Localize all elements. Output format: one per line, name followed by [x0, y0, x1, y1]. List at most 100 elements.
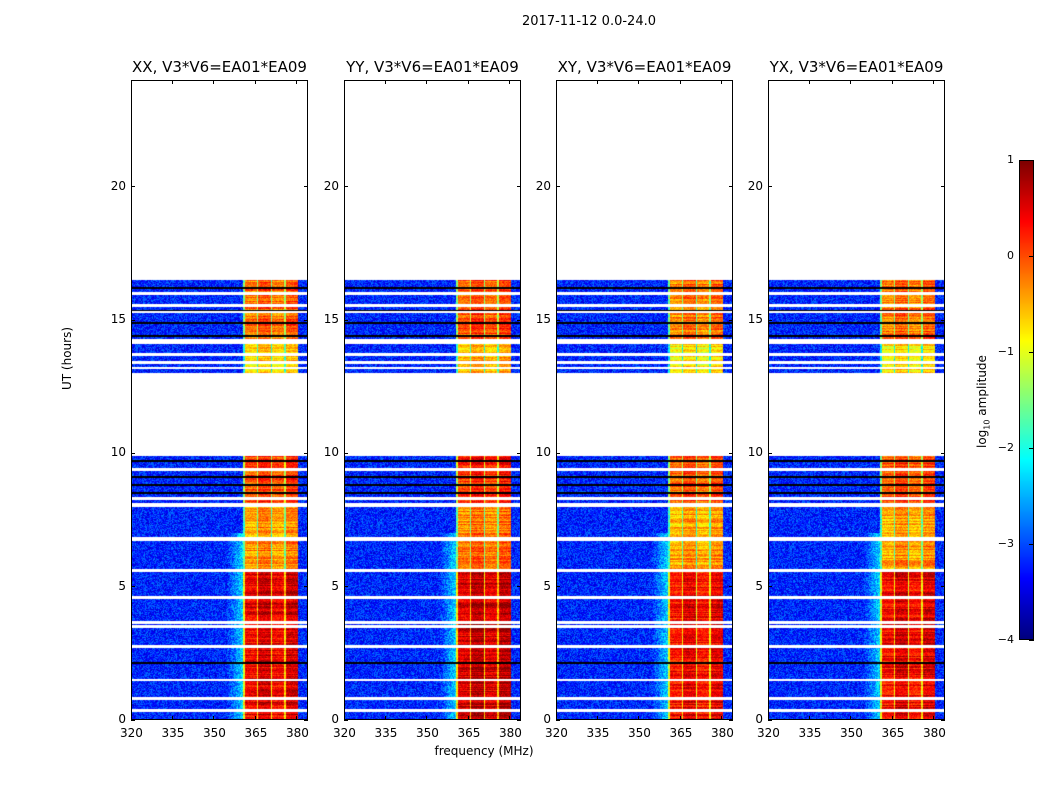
colorbar-tick-label: −3	[997, 537, 1014, 550]
y-tick-mark	[729, 452, 733, 454]
x-tick-mark	[213, 716, 215, 720]
y-tick-label: 20	[323, 178, 339, 193]
y-tick-label: 10	[110, 445, 126, 460]
x-tick-label: 365	[881, 726, 905, 740]
y-axis-label: UT (hours)	[60, 326, 74, 390]
y-tick-mark	[729, 586, 733, 588]
x-tick-mark	[721, 716, 723, 720]
y-tick-label: 15	[747, 312, 763, 326]
panel-title: YY, V3*V6=EA01*EA09	[346, 58, 519, 76]
y-tick-mark	[131, 186, 135, 188]
y-tick-mark	[941, 586, 945, 588]
y-tick-label: 10	[747, 445, 763, 460]
y-tick-mark	[556, 186, 560, 188]
y-tick-label: 20	[535, 178, 551, 193]
x-tick-mark	[426, 716, 428, 720]
y-tick-label: 0	[755, 712, 763, 726]
x-tick-mark	[767, 80, 769, 84]
y-tick-label: 5	[755, 578, 763, 593]
panel-title: XX, V3*V6=EA01*EA09	[132, 58, 307, 76]
x-tick-mark	[933, 716, 935, 720]
y-tick-label: 0	[118, 712, 126, 726]
y-tick-mark	[517, 186, 521, 188]
y-tick-label: 15	[535, 312, 551, 326]
x-tick-label: 380	[498, 726, 522, 740]
y-tick-mark	[131, 719, 135, 721]
y-tick-mark	[768, 186, 772, 188]
x-tick-label: 320	[120, 726, 143, 740]
x-tick-mark	[679, 80, 681, 84]
y-tick-mark	[304, 452, 308, 454]
y-tick-mark	[556, 719, 560, 721]
spectrogram-image	[768, 80, 945, 720]
y-tick-label: 5	[331, 578, 339, 593]
x-tick-mark	[891, 80, 893, 84]
spectrogram-image	[131, 80, 308, 720]
y-tick-mark	[517, 319, 521, 321]
colorbar-tick-label: −2	[997, 441, 1014, 454]
x-tick-label: 350	[627, 726, 651, 740]
y-tick-mark	[131, 452, 135, 454]
x-tick-mark	[721, 80, 723, 84]
x-tick-label: 380	[922, 726, 946, 740]
x-tick-mark	[426, 80, 428, 84]
x-tick-mark	[384, 80, 386, 84]
spectrogram-image	[344, 80, 521, 720]
x-tick-label: 350	[839, 726, 863, 740]
x-tick-mark	[596, 716, 598, 720]
x-tick-mark	[296, 80, 298, 84]
y-tick-mark	[304, 186, 308, 188]
y-tick-mark	[344, 452, 348, 454]
y-tick-mark	[517, 452, 521, 454]
y-tick-mark	[131, 319, 135, 321]
x-tick-mark	[933, 80, 935, 84]
y-tick-mark	[729, 719, 733, 721]
y-tick-mark	[344, 319, 348, 321]
x-tick-mark	[850, 80, 852, 84]
x-tick-mark	[384, 716, 386, 720]
colorbar-label-sub: 10	[982, 419, 992, 430]
x-tick-mark	[596, 80, 598, 84]
y-tick-label: 10	[535, 445, 551, 460]
colorbar-tick-mark	[1029, 544, 1034, 545]
colorbar-tick-label: −1	[997, 345, 1014, 358]
spectrogram-image	[556, 80, 733, 720]
colorbar-label: log10 amplitude	[975, 355, 991, 448]
x-tick-mark	[343, 716, 345, 720]
y-tick-mark	[517, 719, 521, 721]
figure-title: 2017-11-12 0.0-24.0	[522, 14, 656, 29]
colorbar	[1019, 160, 1034, 640]
y-tick-mark	[941, 452, 945, 454]
x-tick-label: 335	[586, 726, 610, 740]
x-tick-mark	[213, 80, 215, 84]
x-tick-mark	[171, 716, 173, 720]
x-tick-mark	[638, 716, 640, 720]
panel-title: XY, V3*V6=EA01*EA09	[557, 58, 732, 76]
x-tick-label: 335	[798, 726, 822, 740]
y-tick-mark	[344, 586, 348, 588]
x-tick-label: 320	[333, 726, 356, 740]
x-tick-mark	[343, 80, 345, 84]
x-tick-mark	[767, 716, 769, 720]
panel-title: YX, V3*V6=EA01*EA09	[769, 58, 944, 76]
y-tick-label: 5	[118, 578, 126, 593]
x-tick-mark	[171, 80, 173, 84]
x-axis-label: frequency (MHz)	[434, 744, 534, 758]
x-tick-mark	[254, 716, 256, 720]
x-tick-mark	[555, 716, 557, 720]
y-tick-mark	[768, 719, 772, 721]
y-tick-mark	[304, 586, 308, 588]
colorbar-tick-label: 0	[1007, 249, 1014, 262]
x-tick-label: 320	[545, 726, 568, 740]
x-tick-label: 380	[285, 726, 309, 740]
y-tick-mark	[941, 319, 945, 321]
y-tick-mark	[768, 319, 772, 321]
y-tick-label: 0	[543, 712, 551, 726]
y-tick-mark	[304, 719, 308, 721]
x-tick-label: 365	[244, 726, 268, 740]
y-tick-mark	[768, 586, 772, 588]
y-tick-mark	[517, 586, 521, 588]
x-tick-label: 350	[415, 726, 439, 740]
y-tick-label: 5	[543, 578, 551, 593]
colorbar-tick-mark	[1029, 256, 1034, 257]
